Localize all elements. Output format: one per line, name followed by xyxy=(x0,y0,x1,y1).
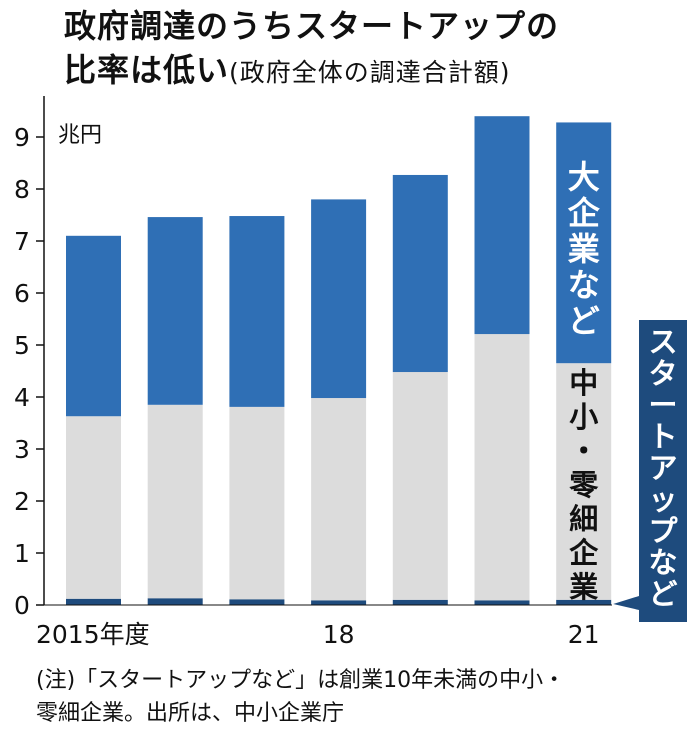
bar-segment-sme xyxy=(556,363,612,600)
x-axis-labels: 2015年度 18 21 xyxy=(36,620,600,649)
y-tick-label: 6 xyxy=(14,279,30,308)
y-tick-label: 1 xyxy=(14,539,30,568)
y-axis-unit-label: 兆円 xyxy=(58,123,102,148)
label-char: ス xyxy=(648,325,677,359)
label-char: ・ xyxy=(569,434,598,468)
label-char: 業 xyxy=(568,230,600,268)
y-tick-label: 4 xyxy=(14,383,30,412)
bar-segment-large xyxy=(147,217,203,405)
bar-segment-startup xyxy=(229,599,285,605)
label-char: ー xyxy=(648,388,677,422)
bar-segment-startup xyxy=(147,598,203,605)
footnote-line-2: 零細企業。出所は、中小企業庁 xyxy=(36,701,345,726)
y-tick-label: 0 xyxy=(14,591,30,620)
bar-segment-sme xyxy=(229,406,285,600)
label-char: ト xyxy=(648,420,677,454)
x-tick-label: 21 xyxy=(568,620,600,649)
bar-segment-large xyxy=(392,174,448,373)
footnote-line-1: (注)「スタートアップなど」は創業10年未満の中小・ xyxy=(36,668,566,693)
title-line-1: 政府調達のうちスタートアップの xyxy=(64,7,560,45)
label-char: ど xyxy=(568,302,600,340)
label-char: ど xyxy=(648,577,677,611)
bar-segment-large xyxy=(66,235,121,417)
y-tick-label: 2 xyxy=(14,487,30,516)
y-tick-label: 3 xyxy=(14,435,30,464)
bar-segment-large xyxy=(474,116,530,335)
label-char: 企 xyxy=(569,536,599,570)
bar-segment-sme xyxy=(474,334,530,601)
x-tick-label: 2015年度 xyxy=(36,620,150,649)
label-char: な xyxy=(648,546,677,580)
y-tick-label: 8 xyxy=(14,175,30,204)
bar-segment-startup xyxy=(474,600,530,605)
label-char: な xyxy=(568,266,600,304)
bar-segment-large xyxy=(229,216,285,407)
y-tick-label: 5 xyxy=(14,331,30,360)
label-char: プ xyxy=(648,514,678,548)
label-char: 零 xyxy=(569,468,599,502)
label-startups: スタートアップなど xyxy=(648,325,678,611)
label-char: 企 xyxy=(568,194,601,232)
x-tick-label: 18 xyxy=(323,620,355,649)
label-char: 小 xyxy=(569,400,598,434)
label-char: タ xyxy=(648,357,677,391)
y-tick-label: 9 xyxy=(14,123,30,152)
y-axis: 0 1 2 3 4 5 6 7 8 9 xyxy=(14,96,45,620)
title-main: 比率は低い xyxy=(64,51,230,89)
bar-segment-sme xyxy=(311,398,367,601)
chart-title: 政府調達のうちスタートアップの 比率は低い(政府全体の調達合計額) xyxy=(64,4,559,95)
bar-segment-startup xyxy=(392,599,448,605)
title-line-2: 比率は低い(政府全体の調達合計額) xyxy=(64,48,559,95)
label-char: ア xyxy=(648,451,677,485)
bar-segment-startup xyxy=(556,599,612,605)
bar-segment-large xyxy=(556,122,612,364)
bar-segment-large xyxy=(311,199,367,399)
bar-group xyxy=(44,116,612,606)
bar-segment-startup xyxy=(66,598,121,605)
y-tick-label: 7 xyxy=(14,227,30,256)
startup-label-box xyxy=(639,320,687,622)
footnote: (注)「スタートアップなど」は創業10年未満の中小・ 零細企業。出所は、中小企業… xyxy=(36,664,565,730)
bar-segment-sme xyxy=(66,416,121,599)
label-char: 細 xyxy=(569,502,598,536)
label-char: 業 xyxy=(569,570,598,604)
label-char: 中 xyxy=(569,366,598,400)
bar-segment-sme xyxy=(392,372,448,600)
label-sme: 中小・零細企業 xyxy=(569,366,599,604)
bar-segment-sme xyxy=(147,404,203,599)
title-subtitle: (政府全体の調達合計額) xyxy=(229,58,511,87)
bar-segment-startup xyxy=(311,600,367,605)
label-char: ッ xyxy=(648,483,677,517)
label-char: 大 xyxy=(568,158,600,196)
startup-label-pointer xyxy=(613,596,639,610)
